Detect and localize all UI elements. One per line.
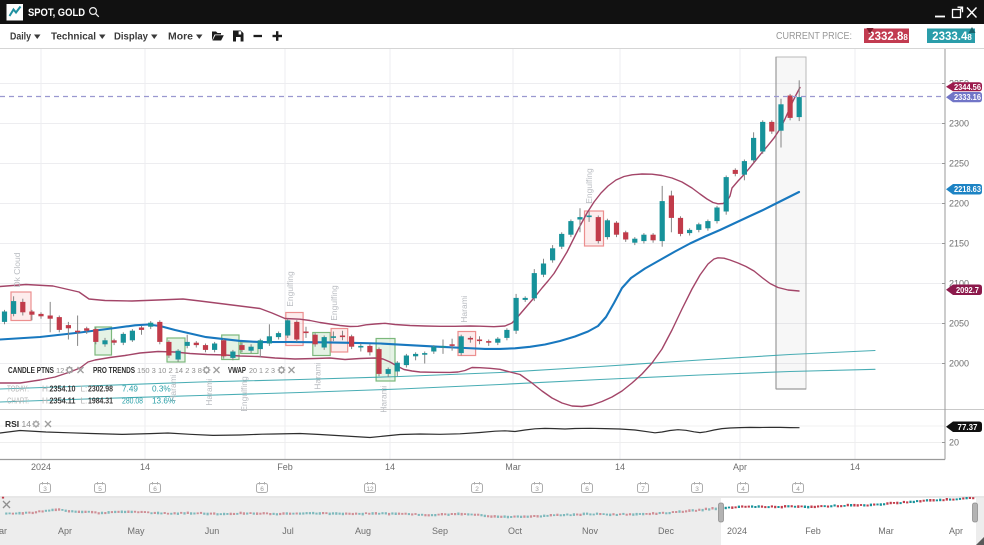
- svg-text:Harami: Harami: [459, 295, 469, 323]
- svg-text:Sep: Sep: [432, 526, 448, 536]
- svg-text:Engulfing: Engulfing: [329, 285, 339, 321]
- svg-text:Engulfing: Engulfing: [239, 376, 249, 412]
- svg-text:0.3%: 0.3%: [152, 385, 171, 394]
- svg-text:2250: 2250: [949, 159, 969, 169]
- svg-text:Harami: Harami: [168, 374, 178, 402]
- svg-text:7: 7: [641, 486, 645, 493]
- svg-text:ar: ar: [0, 526, 7, 536]
- svg-text:PRO TRENDS: PRO TRENDS: [93, 366, 136, 375]
- svg-text:Harami: Harami: [204, 378, 214, 406]
- svg-text:6: 6: [260, 486, 264, 493]
- svg-text:2302.98: 2302.98: [88, 385, 113, 394]
- svg-text:77.37: 77.37: [958, 422, 978, 432]
- svg-text:280.08: 280.08: [122, 397, 143, 406]
- svg-text:Mar: Mar: [878, 526, 894, 536]
- svg-text:Jun: Jun: [205, 526, 220, 536]
- svg-text:5: 5: [98, 486, 102, 493]
- svg-text:Harami: Harami: [313, 362, 323, 390]
- svg-text:Dec: Dec: [658, 526, 675, 536]
- svg-text:2200: 2200: [949, 199, 969, 209]
- svg-text:H:: H:: [42, 397, 50, 406]
- svg-text:14: 14: [385, 462, 395, 472]
- svg-text:2333.48: 2333.48: [932, 31, 972, 43]
- svg-text:VWAP: VWAP: [228, 366, 247, 375]
- svg-text:3: 3: [43, 486, 47, 493]
- svg-text:Mar: Mar: [505, 462, 521, 472]
- svg-text:May: May: [127, 526, 145, 536]
- svg-text:More: More: [168, 31, 193, 43]
- svg-text:Engulfing: Engulfing: [584, 168, 594, 204]
- svg-text:SPOT, GOLD: SPOT, GOLD: [28, 7, 85, 19]
- svg-text:CANDLE PTNS: CANDLE PTNS: [8, 366, 55, 375]
- svg-text:2000: 2000: [949, 359, 969, 369]
- svg-text:4: 4: [741, 486, 745, 493]
- svg-text:2024: 2024: [727, 526, 747, 536]
- svg-text:Nov: Nov: [582, 526, 599, 536]
- svg-text:14: 14: [140, 462, 150, 472]
- svg-text:Feb: Feb: [805, 526, 821, 536]
- svg-text:2218.63: 2218.63: [954, 184, 981, 194]
- svg-text:2100: 2100: [949, 279, 969, 289]
- svg-text:2344.56: 2344.56: [954, 82, 981, 92]
- svg-text:2300: 2300: [949, 119, 969, 129]
- svg-text:Oct: Oct: [508, 526, 523, 536]
- svg-text:Apr: Apr: [733, 462, 747, 472]
- svg-text:2024: 2024: [31, 462, 51, 472]
- svg-text:RSI 14: RSI 14: [5, 419, 31, 429]
- svg-text:Daily: Daily: [10, 31, 31, 43]
- svg-text:20 1 2 3: 20 1 2 3: [249, 366, 275, 375]
- svg-text:2332.88: 2332.88: [868, 31, 908, 43]
- svg-text:L:: L:: [81, 385, 88, 394]
- svg-text:Display: Display: [114, 31, 148, 43]
- svg-text:3: 3: [535, 486, 539, 493]
- svg-text:14: 14: [615, 462, 625, 472]
- svg-text:Engulfing: Engulfing: [285, 271, 295, 307]
- svg-text:Apr: Apr: [58, 526, 72, 536]
- svg-text:2: 2: [475, 486, 479, 493]
- svg-text:Aug: Aug: [355, 526, 371, 536]
- svg-text:7.49: 7.49: [122, 385, 138, 394]
- svg-text:4: 4: [796, 486, 800, 493]
- svg-text:CHART:: CHART:: [7, 397, 29, 406]
- svg-text:6: 6: [585, 486, 589, 493]
- svg-text:2354.10: 2354.10: [50, 385, 76, 394]
- svg-text:Jul: Jul: [282, 526, 294, 536]
- svg-text:Harami: Harami: [379, 385, 389, 413]
- svg-text:12: 12: [56, 366, 64, 375]
- svg-text:Technical: Technical: [51, 31, 96, 43]
- svg-text:Feb: Feb: [277, 462, 293, 472]
- svg-text:12: 12: [366, 486, 374, 493]
- svg-text:2050: 2050: [949, 319, 969, 329]
- svg-text:Dk Cloud: Dk Cloud: [12, 252, 22, 287]
- svg-text:20: 20: [949, 438, 959, 448]
- svg-text:TODAY:: TODAY:: [7, 385, 29, 394]
- svg-text:H:: H:: [42, 385, 50, 394]
- svg-text:2092.7: 2092.7: [956, 285, 979, 295]
- svg-text:6: 6: [153, 486, 157, 493]
- svg-text:14: 14: [850, 462, 860, 472]
- svg-text:2333.16: 2333.16: [954, 92, 981, 102]
- svg-text:1984.31: 1984.31: [88, 397, 113, 406]
- svg-text:2354.11: 2354.11: [50, 397, 76, 406]
- svg-text:3: 3: [695, 486, 699, 493]
- svg-text:13.6%: 13.6%: [152, 397, 175, 406]
- svg-text:Apr: Apr: [949, 526, 963, 536]
- svg-text:2150: 2150: [949, 239, 969, 249]
- svg-text:L:: L:: [81, 397, 88, 406]
- svg-text:150 3 10 2 14 2 3 8: 150 3 10 2 14 2 3 8: [137, 366, 202, 375]
- svg-text:CURRENT PRICE:: CURRENT PRICE:: [776, 31, 852, 42]
